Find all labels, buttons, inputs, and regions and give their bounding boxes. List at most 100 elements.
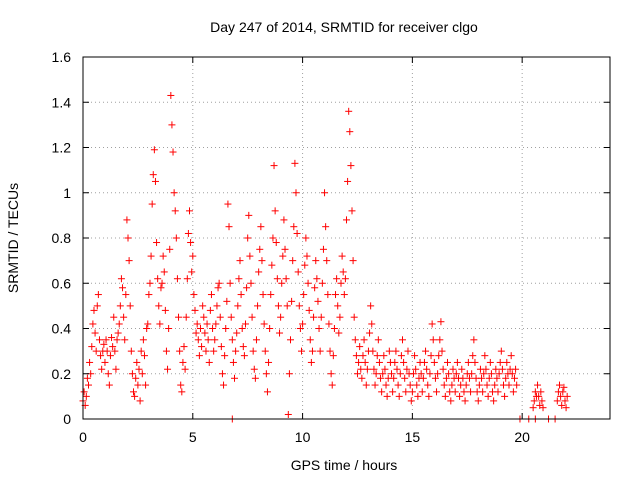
data-point (270, 162, 278, 170)
data-point (199, 302, 207, 310)
data-point (468, 370, 476, 378)
data-point (390, 374, 398, 382)
data-point (461, 397, 469, 405)
data-point (182, 313, 190, 321)
data-points (79, 91, 571, 423)
data-point (335, 329, 343, 337)
data-point (288, 297, 296, 305)
data-point (252, 336, 260, 344)
data-point (505, 381, 513, 389)
x-axis-label: GPS time / hours (291, 457, 398, 473)
data-point (302, 234, 310, 242)
data-point (394, 381, 402, 389)
data-point (261, 347, 269, 355)
data-point (233, 329, 241, 337)
data-point (205, 358, 213, 366)
data-point (258, 257, 266, 265)
data-point (458, 365, 466, 373)
data-point (530, 397, 538, 405)
data-point (180, 343, 188, 351)
data-point (83, 374, 91, 382)
data-point (379, 370, 387, 378)
data-point (215, 279, 223, 287)
data-point (426, 370, 434, 378)
data-point (314, 297, 322, 305)
data-point (537, 388, 545, 396)
data-point (126, 302, 134, 310)
data-point (557, 392, 565, 400)
data-point (271, 207, 279, 215)
data-point (290, 223, 298, 231)
data-point (363, 365, 371, 373)
x-tick-label: 0 (79, 429, 87, 445)
data-point (377, 374, 385, 382)
data-point (433, 388, 441, 396)
data-point (97, 352, 105, 360)
data-point (479, 388, 487, 396)
data-point (338, 252, 346, 260)
data-point (124, 234, 132, 242)
data-point (116, 302, 124, 310)
axis-ticks: 0 0.2 0.4 0.6 0.8 1 1.2 1.4 1.6 0 5 10 15 20 (52, 49, 610, 445)
data-point (88, 343, 96, 351)
data-point (359, 352, 367, 360)
data-point (407, 397, 415, 405)
data-point (563, 392, 571, 400)
data-point (512, 365, 520, 373)
data-point (307, 358, 315, 366)
data-point (503, 358, 511, 366)
data-point (493, 374, 501, 382)
data-point (380, 352, 388, 360)
data-point (201, 329, 209, 337)
data-point (229, 358, 237, 366)
data-point (282, 275, 290, 283)
data-point (238, 325, 246, 332)
data-point (402, 388, 410, 396)
y-axis-label: SRMTID / TECUs (5, 183, 21, 293)
data-point (188, 268, 196, 276)
data-point (151, 177, 159, 185)
data-point (419, 374, 427, 382)
data-point (114, 329, 122, 337)
data-point (125, 257, 133, 265)
data-point (373, 352, 381, 360)
data-point (181, 365, 189, 373)
data-point (417, 370, 425, 378)
data-point (378, 388, 386, 396)
data-point (400, 358, 408, 366)
data-point (226, 279, 234, 287)
data-point (145, 291, 153, 299)
data-point (193, 320, 201, 328)
data-point (251, 374, 259, 382)
data-point (224, 200, 232, 208)
data-point (312, 257, 320, 265)
y-tick-label: 0.2 (52, 366, 72, 382)
data-point (456, 392, 464, 400)
data-point (539, 404, 547, 412)
data-point (462, 381, 470, 389)
data-point (296, 325, 304, 332)
data-point (236, 257, 244, 265)
data-point (444, 358, 452, 366)
data-point (287, 336, 295, 344)
data-point (274, 302, 282, 310)
data-point (120, 313, 128, 321)
data-point (190, 291, 198, 299)
data-point (228, 336, 236, 344)
data-point (383, 392, 391, 400)
data-point (325, 320, 333, 328)
data-point (221, 352, 229, 360)
data-point (223, 297, 231, 305)
data-point (231, 374, 239, 382)
data-point (113, 336, 121, 344)
data-point (560, 383, 568, 391)
data-point (214, 284, 222, 292)
data-point (239, 343, 247, 351)
y-tick-label: 1.6 (52, 49, 72, 65)
data-point (220, 381, 228, 389)
data-point (213, 302, 221, 310)
data-point (164, 365, 172, 373)
data-point (131, 392, 139, 400)
data-point (138, 370, 146, 378)
data-point (157, 284, 165, 292)
